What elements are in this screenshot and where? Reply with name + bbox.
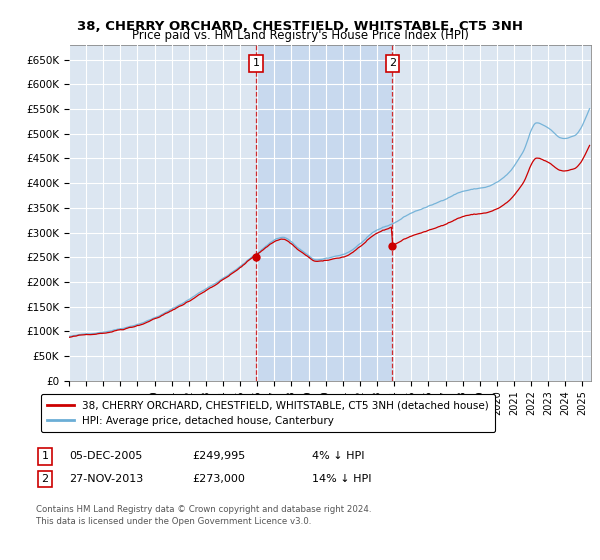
Text: 1: 1: [253, 58, 259, 68]
Text: 4% ↓ HPI: 4% ↓ HPI: [312, 451, 365, 461]
Text: Price paid vs. HM Land Registry's House Price Index (HPI): Price paid vs. HM Land Registry's House …: [131, 29, 469, 42]
Text: 38, CHERRY ORCHARD, CHESTFIELD, WHITSTABLE, CT5 3NH: 38, CHERRY ORCHARD, CHESTFIELD, WHITSTAB…: [77, 20, 523, 32]
Text: 27-NOV-2013: 27-NOV-2013: [69, 474, 143, 484]
Text: 1: 1: [41, 451, 49, 461]
Text: £273,000: £273,000: [192, 474, 245, 484]
Text: £249,995: £249,995: [192, 451, 245, 461]
Text: 2: 2: [41, 474, 49, 484]
Legend: 38, CHERRY ORCHARD, CHESTFIELD, WHITSTABLE, CT5 3NH (detached house), HPI: Avera: 38, CHERRY ORCHARD, CHESTFIELD, WHITSTAB…: [41, 394, 495, 432]
Text: Contains HM Land Registry data © Crown copyright and database right 2024.
This d: Contains HM Land Registry data © Crown c…: [36, 505, 371, 526]
Text: 05-DEC-2005: 05-DEC-2005: [69, 451, 142, 461]
Text: 2: 2: [389, 58, 396, 68]
Text: 14% ↓ HPI: 14% ↓ HPI: [312, 474, 371, 484]
Bar: [256, 45, 392, 381]
